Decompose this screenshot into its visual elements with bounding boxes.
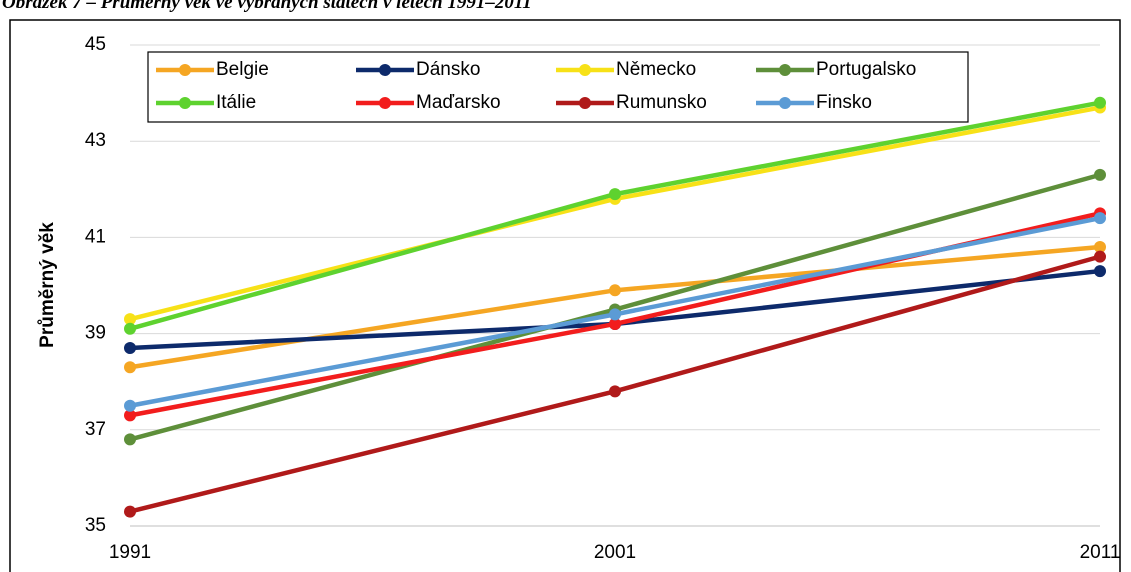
data-point [1094,168,1106,181]
data-point [124,361,136,374]
legend-marker [579,97,591,109]
chart-border [9,19,1121,572]
y-axis-label: Průměrný věk [37,222,58,348]
legend-marker [179,64,191,76]
data-point [124,399,136,412]
legend-label: Portugalsko [816,59,916,80]
y-tick-label: 41 [85,226,106,247]
y-tick-label: 35 [85,515,106,536]
legend-label: Maďarsko [416,92,501,113]
data-point [1094,241,1106,254]
legend-label: Finsko [816,92,872,113]
data-point [124,409,136,422]
y-tick-label: 39 [85,323,106,344]
legend-marker [179,97,191,109]
data-point [1094,212,1106,225]
y-tick-label: 37 [85,419,106,440]
data-point [609,308,621,321]
data-point [609,284,621,297]
data-point [609,317,621,330]
x-tick-label: 2001 [594,542,636,563]
data-point [609,385,621,398]
data-point [1094,265,1106,278]
legend-marker [579,64,591,76]
x-tick-label: 1991 [109,542,151,563]
legend-box [147,51,969,123]
data-point [124,313,136,326]
legend-label: Itálie [216,92,256,113]
data-point [124,322,136,335]
legend-marker [779,97,791,109]
data-point [1094,250,1106,263]
data-point [124,505,136,518]
data-point [124,433,136,446]
data-point [609,188,621,201]
y-tick-label: 43 [85,130,106,151]
x-tick-label: 2011 [1080,542,1121,563]
legend-marker [379,97,391,109]
legend-label: Německo [616,59,696,80]
legend-label: Dánsko [416,59,480,80]
legend-marker [779,64,791,76]
data-point [1094,96,1106,109]
y-tick-label: 45 [85,34,106,55]
data-point [124,342,136,355]
chart-title: Obrázek 7 – Průměrný věk ve vybraných st… [2,0,532,13]
legend: Belgie Dánsko Německo Portugalsko Itálie Maďa… [147,51,969,123]
legend-label: Belgie [216,59,269,80]
legend-marker [379,64,391,76]
legend-label: Rumunsko [616,92,707,113]
